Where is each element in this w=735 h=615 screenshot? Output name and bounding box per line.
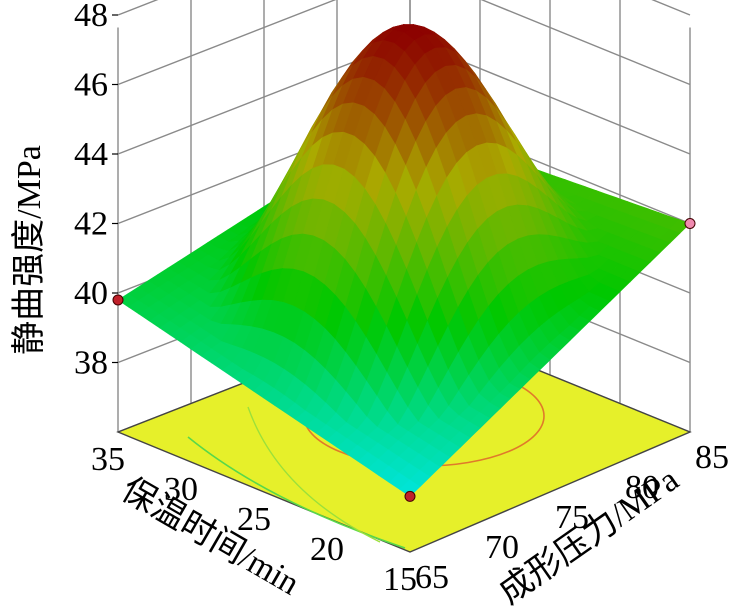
y-tick-label: 70: [485, 529, 519, 566]
x-tick-label: 20: [310, 531, 344, 568]
z-tick-label: 38: [74, 345, 108, 382]
y-tick-label: 85: [695, 439, 729, 476]
x-tick-label: 30: [164, 471, 198, 508]
z-axis-title: 静曲强度/MPa: [10, 145, 48, 355]
design-point: [112, 294, 124, 306]
response-surface: [117, 24, 691, 497]
z-tick-label: 44: [74, 136, 108, 173]
x-tick-label: 35: [91, 441, 125, 478]
wall-grid-line: [117, 0, 691, 86]
design-point: [404, 490, 416, 502]
z-tick-label: 46: [74, 67, 108, 104]
y-tick-label: 75: [555, 499, 589, 536]
y-tick-label: 80: [625, 469, 659, 506]
z-tick-label: 48: [74, 0, 108, 34]
z-tick-label: 40: [74, 275, 108, 312]
contour-line: [187, 436, 406, 549]
design-point: [684, 218, 696, 229]
contour-line: [247, 406, 381, 543]
x-tick-label: 15: [383, 561, 417, 598]
design-points: [112, 218, 696, 502]
y-tick-label: 65: [415, 559, 449, 596]
x-tick-label: 25: [237, 501, 271, 538]
z-tick-label: 42: [74, 206, 108, 243]
